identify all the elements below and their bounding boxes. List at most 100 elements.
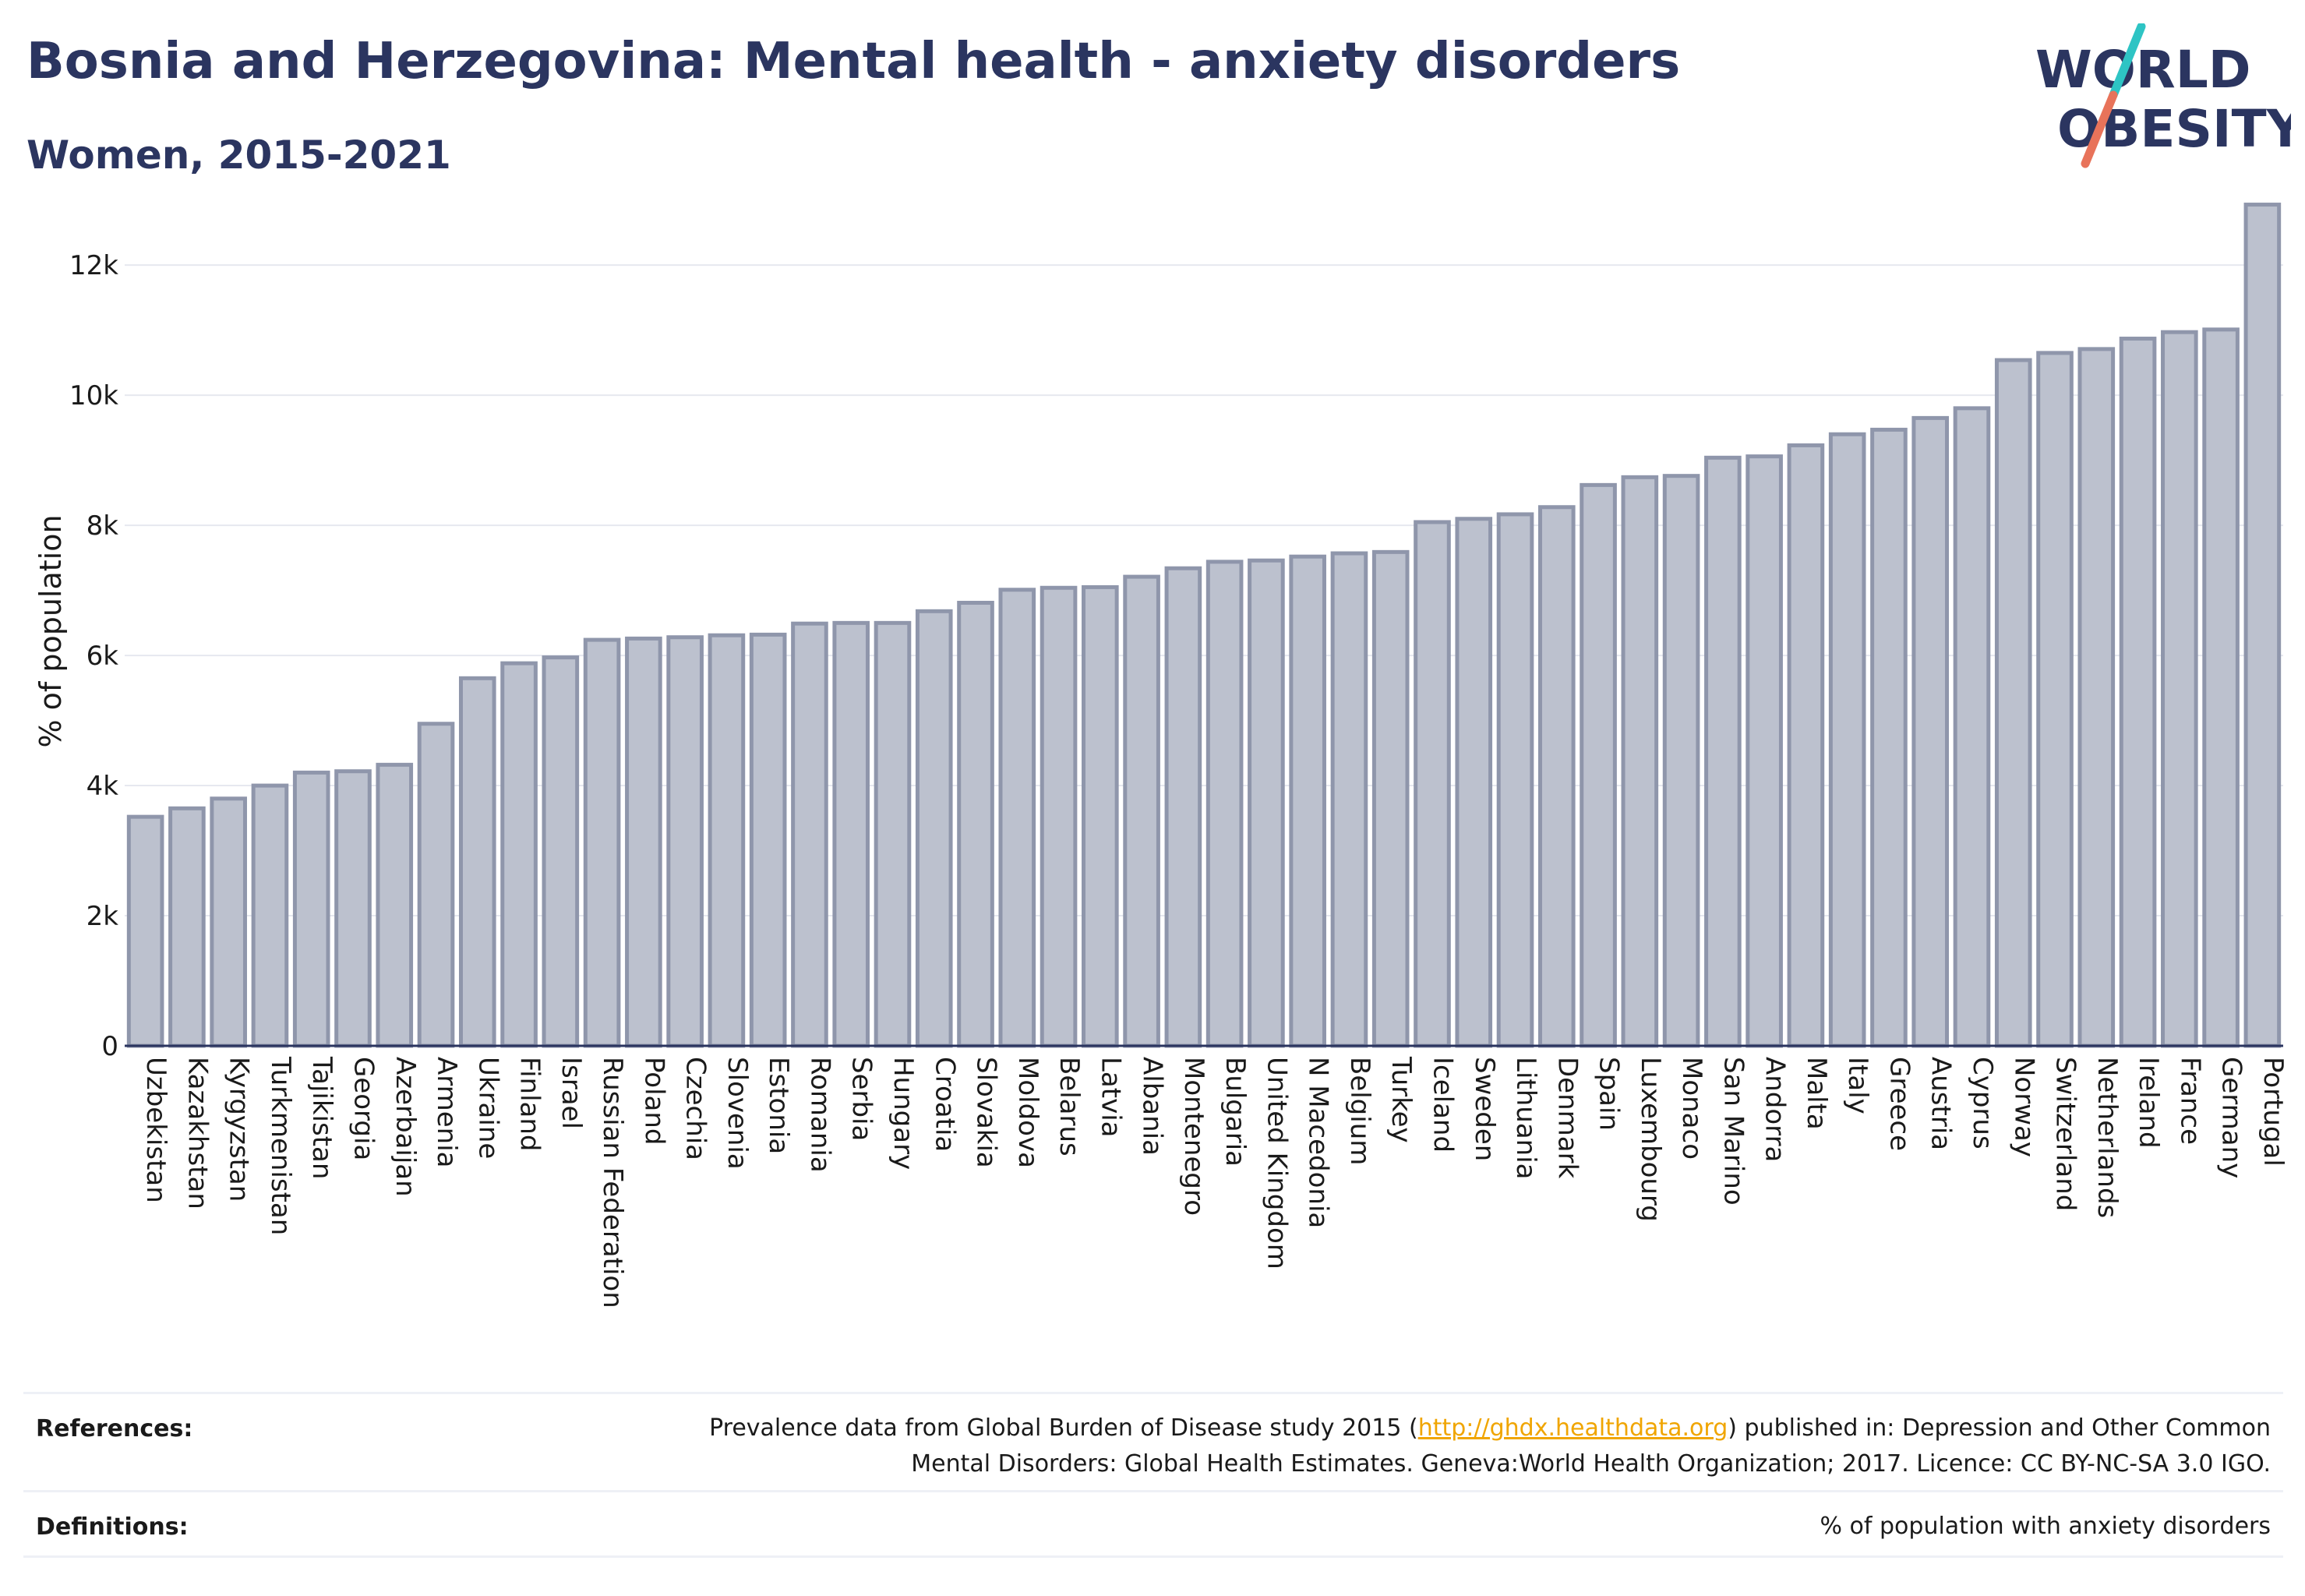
x-tick-label: France bbox=[2174, 1057, 2205, 1145]
bar[interactable] bbox=[915, 609, 953, 1048]
x-tick-label: Germany bbox=[2216, 1057, 2247, 1178]
bar[interactable] bbox=[2119, 337, 2157, 1048]
bar[interactable] bbox=[2243, 203, 2282, 1048]
definitions-text: % of population with anxiety disorders bbox=[1820, 1513, 2271, 1540]
bar[interactable] bbox=[126, 814, 164, 1048]
y-tick-label: 12k bbox=[69, 250, 118, 281]
bar[interactable] bbox=[334, 769, 372, 1048]
x-tick-label: Denmark bbox=[1551, 1057, 1583, 1179]
bar[interactable] bbox=[376, 762, 414, 1048]
bar[interactable] bbox=[1330, 551, 1368, 1048]
bar[interactable] bbox=[1082, 584, 1119, 1048]
bar[interactable] bbox=[998, 588, 1036, 1048]
footer-divider-bottom bbox=[23, 1555, 2283, 1558]
x-tick-label: Kazakhstan bbox=[182, 1057, 213, 1209]
x-tick-label: Finland bbox=[514, 1057, 545, 1152]
bar[interactable] bbox=[2036, 351, 2074, 1048]
x-tick-label: Portugal bbox=[2257, 1057, 2289, 1167]
x-tick-label: N Macedonia bbox=[1303, 1057, 1334, 1228]
references-text-part2: ) published in: Depression and Other Com… bbox=[1728, 1414, 2271, 1442]
bars bbox=[126, 203, 2282, 1048]
x-tick-label: Monaco bbox=[1676, 1057, 1707, 1160]
bar[interactable] bbox=[1040, 585, 1078, 1048]
x-tick-label: Andorra bbox=[1760, 1057, 1791, 1162]
references-label: References: bbox=[36, 1415, 193, 1442]
x-tick-label: Italy bbox=[1842, 1057, 1873, 1114]
bar[interactable] bbox=[957, 600, 994, 1048]
definitions-label: Definitions: bbox=[36, 1513, 189, 1541]
x-tick-label: Ireland bbox=[2133, 1057, 2164, 1149]
bar[interactable] bbox=[666, 635, 704, 1048]
bar[interactable] bbox=[749, 632, 787, 1048]
bar[interactable] bbox=[1164, 566, 1202, 1048]
world-obesity-logo: WORLD OBESITY bbox=[2035, 23, 2291, 168]
x-tick-label: Slovenia bbox=[722, 1057, 753, 1170]
bar[interactable] bbox=[874, 620, 912, 1048]
bar[interactable] bbox=[1205, 560, 1244, 1048]
x-tick-label: Sweden bbox=[1469, 1057, 1500, 1161]
x-tick-label: Latvia bbox=[1095, 1057, 1126, 1138]
bar[interactable] bbox=[1289, 554, 1326, 1048]
bar[interactable] bbox=[1414, 520, 1451, 1048]
bar[interactable] bbox=[1704, 455, 1742, 1048]
x-tick-label: Cyprus bbox=[1967, 1057, 1998, 1149]
bar[interactable] bbox=[1248, 558, 1285, 1048]
bar[interactable] bbox=[1537, 505, 1576, 1048]
x-tick-label: Moldova bbox=[1012, 1057, 1043, 1168]
bar[interactable] bbox=[2077, 347, 2116, 1048]
bar[interactable] bbox=[1787, 443, 1825, 1048]
bar[interactable] bbox=[417, 722, 455, 1048]
chart-title: Bosnia and Herzegovina: Mental health - … bbox=[26, 33, 1681, 90]
footer-divider-top bbox=[23, 1392, 2283, 1394]
bar[interactable] bbox=[1496, 512, 1534, 1048]
y-tick-label: 4k bbox=[86, 771, 119, 802]
bar[interactable] bbox=[1580, 482, 1617, 1048]
bar[interactable] bbox=[2161, 330, 2198, 1048]
bar[interactable] bbox=[542, 655, 580, 1048]
x-tick-label: Turkmenistan bbox=[265, 1056, 296, 1235]
bar[interactable] bbox=[500, 661, 538, 1048]
bar[interactable] bbox=[458, 676, 496, 1048]
bar[interactable] bbox=[2202, 327, 2240, 1048]
bar[interactable] bbox=[1994, 358, 2032, 1048]
x-tick-label: Uzbekistan bbox=[140, 1057, 171, 1203]
x-tick-label: Ukraine bbox=[472, 1057, 503, 1159]
logo-word-world: WORLD bbox=[2035, 40, 2251, 100]
bar[interactable] bbox=[1371, 549, 1410, 1048]
bar[interactable] bbox=[1123, 574, 1160, 1048]
references-link[interactable]: http://ghdx.healthdata.org bbox=[1417, 1414, 1728, 1442]
bar[interactable] bbox=[210, 796, 247, 1048]
bar[interactable] bbox=[1911, 415, 1950, 1048]
bar[interactable] bbox=[251, 783, 289, 1048]
bar[interactable] bbox=[1953, 406, 1991, 1048]
bar[interactable] bbox=[583, 637, 621, 1048]
chart-subtitle: Women, 2015-2021 bbox=[26, 132, 451, 178]
y-tick-label: 6k bbox=[86, 641, 119, 672]
x-tick-label: Bulgaria bbox=[1220, 1057, 1251, 1167]
x-tick-label: Georgia bbox=[348, 1057, 379, 1160]
y-axis-label: % of population bbox=[34, 514, 68, 747]
footer-divider-middle bbox=[23, 1490, 2283, 1492]
x-tick-label: San Marino bbox=[1717, 1057, 1749, 1206]
bar[interactable] bbox=[625, 636, 662, 1048]
x-tick-label: Armenia bbox=[431, 1057, 462, 1168]
bar[interactable] bbox=[1870, 427, 1908, 1048]
bar[interactable] bbox=[292, 770, 330, 1048]
x-tick-label: Turkey bbox=[1385, 1056, 1417, 1143]
x-tick-label: Albania bbox=[1137, 1057, 1168, 1156]
bar[interactable] bbox=[1746, 454, 1783, 1048]
x-tick-label: Norway bbox=[2008, 1057, 2039, 1157]
x-tick-label: Israel bbox=[556, 1057, 587, 1129]
bar[interactable] bbox=[1662, 474, 1700, 1048]
bar[interactable] bbox=[168, 806, 206, 1048]
bar[interactable] bbox=[791, 621, 828, 1048]
bar[interactable] bbox=[708, 633, 746, 1048]
x-tick-label: Serbia bbox=[846, 1057, 877, 1141]
bar[interactable] bbox=[1621, 475, 1659, 1048]
y-tick-label: 8k bbox=[86, 510, 119, 542]
bar[interactable] bbox=[1828, 432, 1866, 1048]
bar[interactable] bbox=[1455, 517, 1493, 1048]
x-tick-label: Switzerland bbox=[2050, 1057, 2081, 1211]
x-tick-label: Tajikistan bbox=[306, 1056, 337, 1179]
bar[interactable] bbox=[832, 620, 870, 1048]
